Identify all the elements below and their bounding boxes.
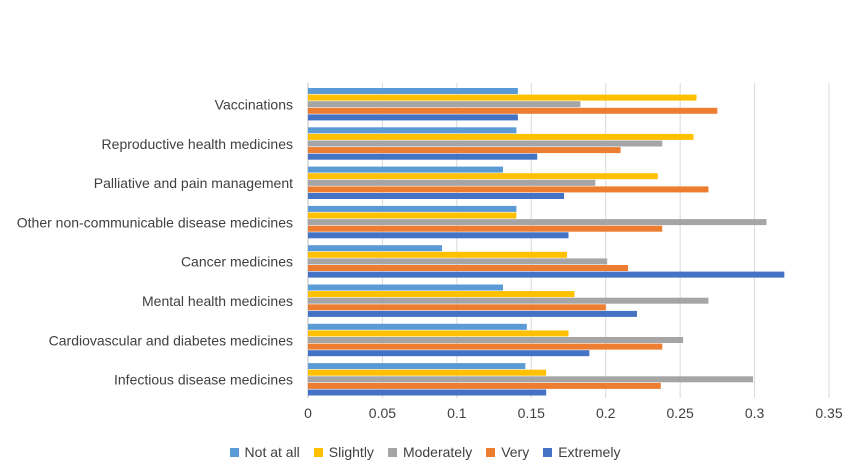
bar-moderately [308, 376, 754, 383]
legend-item: Extremely [543, 444, 620, 460]
category-label: Cardiovascular and diabetes medicines [49, 332, 293, 348]
legend-label: Extremely [558, 444, 621, 460]
bar-not-at-all [308, 127, 517, 134]
bar-not-at-all [308, 284, 504, 291]
legend-item: Not at all [229, 444, 300, 460]
legend-swatch [229, 447, 239, 457]
bar-extremely [308, 271, 785, 278]
bar-very [308, 107, 718, 114]
bar-moderately [308, 101, 581, 108]
x-tick-label: 0.3 [745, 405, 765, 421]
x-tick-label: 0.35 [815, 405, 842, 421]
category-label: Reproductive health medicines [102, 136, 293, 152]
x-tick-label: 0.25 [667, 405, 694, 421]
bar-extremely [308, 350, 590, 357]
category-label: Other non-communicable disease medicines [17, 214, 293, 230]
bars [308, 88, 785, 396]
bar-slightly [308, 251, 568, 258]
bar-slightly [308, 94, 697, 101]
x-tick-label: 0.1 [447, 405, 467, 421]
bar-moderately [308, 258, 608, 265]
bar-extremely [308, 153, 538, 160]
legend-swatch [543, 447, 553, 457]
bar-extremely [308, 232, 569, 239]
x-tick-label: 0.05 [369, 405, 396, 421]
x-tick-label: 0.2 [596, 405, 616, 421]
bar-slightly [308, 212, 517, 219]
bar-extremely [308, 114, 518, 121]
bar-very [308, 225, 663, 232]
category-label: Palliative and pain management [94, 175, 293, 191]
category-label: Cancer medicines [181, 254, 293, 270]
category-label: Vaccinations [215, 97, 293, 113]
bar-moderately [308, 179, 596, 186]
bar-not-at-all [308, 166, 504, 173]
bar-not-at-all [308, 363, 526, 370]
legend-swatch [387, 447, 397, 457]
bar-extremely [308, 389, 547, 396]
legend: Not at all Slightly Moderately Very Extremel… [0, 441, 850, 463]
category-label: Mental health medicines [142, 293, 293, 309]
bar-moderately [308, 219, 767, 226]
bar-very [308, 186, 709, 193]
x-tick-labels: 0 0.05 0.1 0.15 0.2 0.25 0.3 0.35 [304, 405, 843, 421]
bar-slightly [308, 330, 569, 337]
legend-label: Very [501, 444, 530, 460]
legend-label: Moderately [402, 444, 473, 460]
bar-not-at-all [308, 323, 527, 330]
bar-not-at-all [308, 245, 442, 252]
bar-moderately [308, 337, 684, 343]
legend-label: Slightly [328, 444, 374, 460]
bar-moderately [308, 297, 709, 304]
bar-not-at-all [308, 205, 517, 212]
bar-very [308, 343, 663, 350]
bar-slightly [308, 133, 694, 140]
legend-item: Moderately [387, 444, 473, 460]
bar-slightly [308, 369, 547, 376]
legend-item: Slightly [313, 444, 374, 460]
category-label: Infectious disease medicines [114, 372, 293, 388]
bar-not-at-all [308, 88, 518, 94]
bar-extremely [308, 310, 637, 317]
legend-label: Not at all [244, 444, 300, 460]
bar-very [308, 304, 606, 311]
bar-moderately [308, 140, 663, 147]
bar-extremely [308, 193, 565, 199]
legend-swatch [313, 447, 323, 457]
bar-slightly [308, 173, 658, 180]
bar-very [308, 382, 661, 389]
bar-slightly [308, 291, 575, 298]
x-tick-label: 0 [304, 405, 312, 421]
bar-very [308, 147, 621, 154]
x-tick-label: 0.15 [518, 405, 545, 421]
bar-very [308, 265, 629, 271]
legend-item: Very [486, 444, 529, 460]
category-labels: Vaccinations Reproductive health medicine… [17, 97, 293, 388]
legend-swatch [486, 447, 496, 457]
